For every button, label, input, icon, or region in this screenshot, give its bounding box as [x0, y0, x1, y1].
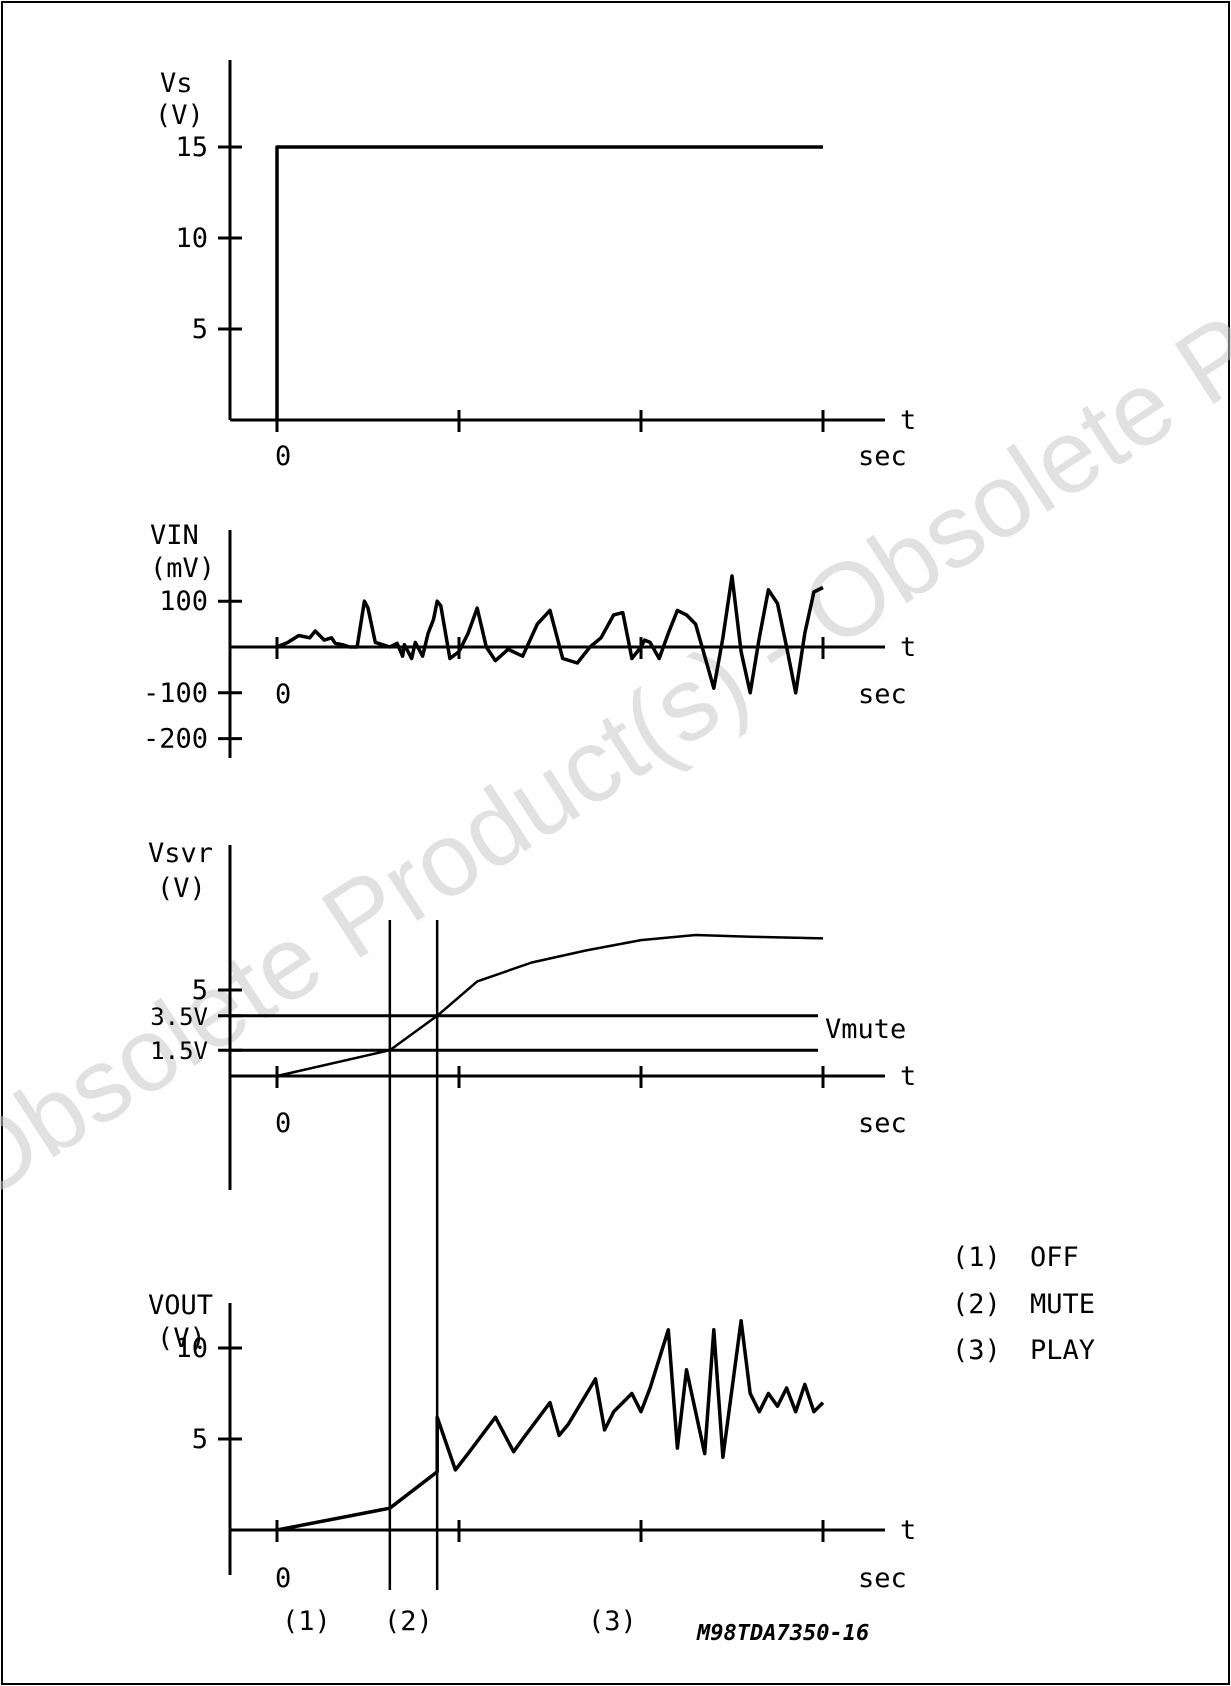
panel-4: 0 t sec VOUT(V)10 5: [148, 1290, 916, 1594]
y-tick-label: 5: [192, 975, 208, 1006]
x-axis-label: t: [900, 1515, 916, 1546]
region-label-1: (1): [282, 1606, 331, 1637]
legend-key-2: (2): [952, 1289, 1001, 1320]
x-axis-unit: sec: [858, 1108, 907, 1139]
series-line: [275, 145, 823, 420]
y-axis-label: Vsvr: [148, 838, 213, 869]
panel-3: 0 t sec Vsvr (V) 53.5V 1.5V Vmute: [148, 838, 916, 1190]
x-axis-unit: sec: [858, 1563, 907, 1594]
y-axis-unit: (V): [157, 1323, 206, 1354]
panel-1: 0 t sec Vs(V) 5 10 15: [155, 60, 916, 472]
x-tick-label: 0: [275, 1563, 291, 1594]
y-axis-label: Vs: [160, 68, 193, 99]
figure-code: M98TDA7350-16: [696, 1621, 869, 1646]
legend: (1) OFF (2) MUTE (3) PLAY: [952, 1242, 1095, 1366]
panel-2: 0 t sec VIN(mV)100 -100 -200: [143, 520, 916, 758]
y-tick-label: -200: [143, 724, 208, 755]
legend-label-mute: MUTE: [1030, 1289, 1095, 1320]
x-axis-unit: sec: [858, 679, 907, 710]
y-tick-label: 5: [192, 314, 208, 345]
y-tick-label: 15: [175, 132, 208, 163]
region-label-3: (3): [588, 1606, 637, 1637]
x-axis-unit: sec: [858, 441, 907, 472]
plots-layer: 0tsecVs(V)510150tsecVIN(mV)100-100-2000t…: [143, 60, 916, 1594]
y-axis-label: VOUT: [148, 1290, 213, 1321]
legend-key-1: (1): [952, 1242, 1001, 1273]
x-axis-label: t: [900, 1061, 916, 1092]
y-tick-label: 5: [192, 1424, 208, 1455]
x-tick-label: 0: [275, 441, 291, 472]
y-axis-unit: (V): [157, 873, 206, 904]
y-axis-unit: (V): [155, 100, 204, 131]
series-line: [276, 1318, 825, 1532]
x-axis-label: t: [900, 632, 916, 663]
x-tick-label: 0: [275, 679, 291, 710]
region-label-2: (2): [384, 1606, 433, 1637]
y-tick-label: 100: [159, 586, 208, 617]
x-tick-label: 0: [275, 1108, 291, 1139]
y-tick-label: -100: [143, 678, 208, 709]
legend-label-off: OFF: [1030, 1242, 1079, 1273]
series-line: [276, 933, 824, 1078]
x-axis-label: t: [900, 405, 916, 436]
reference-line-label: Vmute: [825, 1014, 906, 1045]
y-axis-unit: (mV): [150, 553, 215, 584]
series-line: [276, 574, 824, 695]
legend-label-play: PLAY: [1030, 1335, 1095, 1366]
y-tick-label: 10: [175, 1333, 208, 1364]
y-tick-label: 10: [175, 223, 208, 254]
y-tick-label: 1.5V: [150, 1037, 208, 1065]
legend-key-3: (3): [952, 1335, 1001, 1366]
y-axis-label: VIN: [150, 520, 199, 551]
y-tick-label: 3.5V: [150, 1003, 208, 1031]
state-lines: [388, 920, 439, 1590]
